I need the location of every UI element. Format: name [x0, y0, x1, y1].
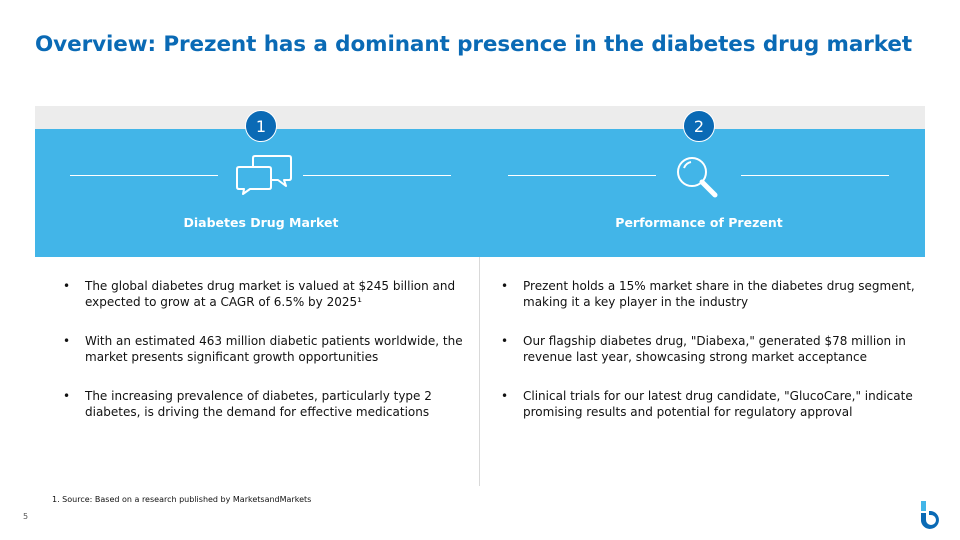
page-number: 5 — [23, 512, 29, 521]
list-item: • Prezent holds a 15% market share in the… — [501, 278, 926, 310]
list-item: • The increasing prevalence of diabetes, … — [63, 388, 468, 420]
header-panel — [35, 129, 925, 257]
list-item: • With an estimated 463 million diabetic … — [63, 333, 468, 365]
column-label-2: Performance of Prezent — [615, 215, 783, 230]
panel-top-strip — [35, 106, 925, 129]
list-item: • Clinical trials for our latest drug can… — [501, 388, 926, 420]
slide-title: Overview: Prezent has a dominant presenc… — [35, 32, 913, 57]
bullet-list-2: • Prezent holds a 15% market share in the… — [501, 278, 926, 443]
step-badge-2: 2 — [683, 110, 715, 142]
divider-line — [303, 175, 451, 176]
chat-bubbles-icon — [236, 155, 292, 195]
brand-logo-icon — [921, 501, 939, 529]
bullet-point: • — [501, 279, 509, 293]
bullet-point: • — [63, 279, 71, 293]
list-item: • Our flagship diabetes drug, "Diabexa," … — [501, 333, 926, 365]
bullet-point: • — [501, 334, 509, 348]
bullet-text: Prezent holds a 15% market share in the … — [523, 279, 915, 309]
step-badge-1: 1 — [245, 110, 277, 142]
bullet-text: Our flagship diabetes drug, "Diabexa," g… — [523, 334, 906, 364]
column-divider — [479, 257, 480, 486]
list-item: • The global diabetes drug market is valu… — [63, 278, 468, 310]
divider-line — [508, 175, 656, 176]
bullet-text: The increasing prevalence of diabetes, p… — [85, 389, 432, 419]
divider-line — [741, 175, 889, 176]
bullet-text: The global diabetes drug market is value… — [85, 279, 456, 309]
footnote: 1. Source: Based on a research published… — [52, 495, 312, 504]
bullet-point: • — [501, 389, 509, 403]
magnifier-icon — [677, 157, 718, 198]
bullet-list-1: • The global diabetes drug market is valu… — [63, 278, 468, 443]
column-label-1: Diabetes Drug Market — [183, 215, 339, 230]
divider-line — [70, 175, 218, 176]
bullet-point: • — [63, 389, 71, 403]
bullet-text: Clinical trials for our latest drug cand… — [523, 389, 913, 419]
bullet-text: With an estimated 463 million diabetic p… — [85, 334, 463, 364]
bullet-point: • — [63, 334, 71, 348]
